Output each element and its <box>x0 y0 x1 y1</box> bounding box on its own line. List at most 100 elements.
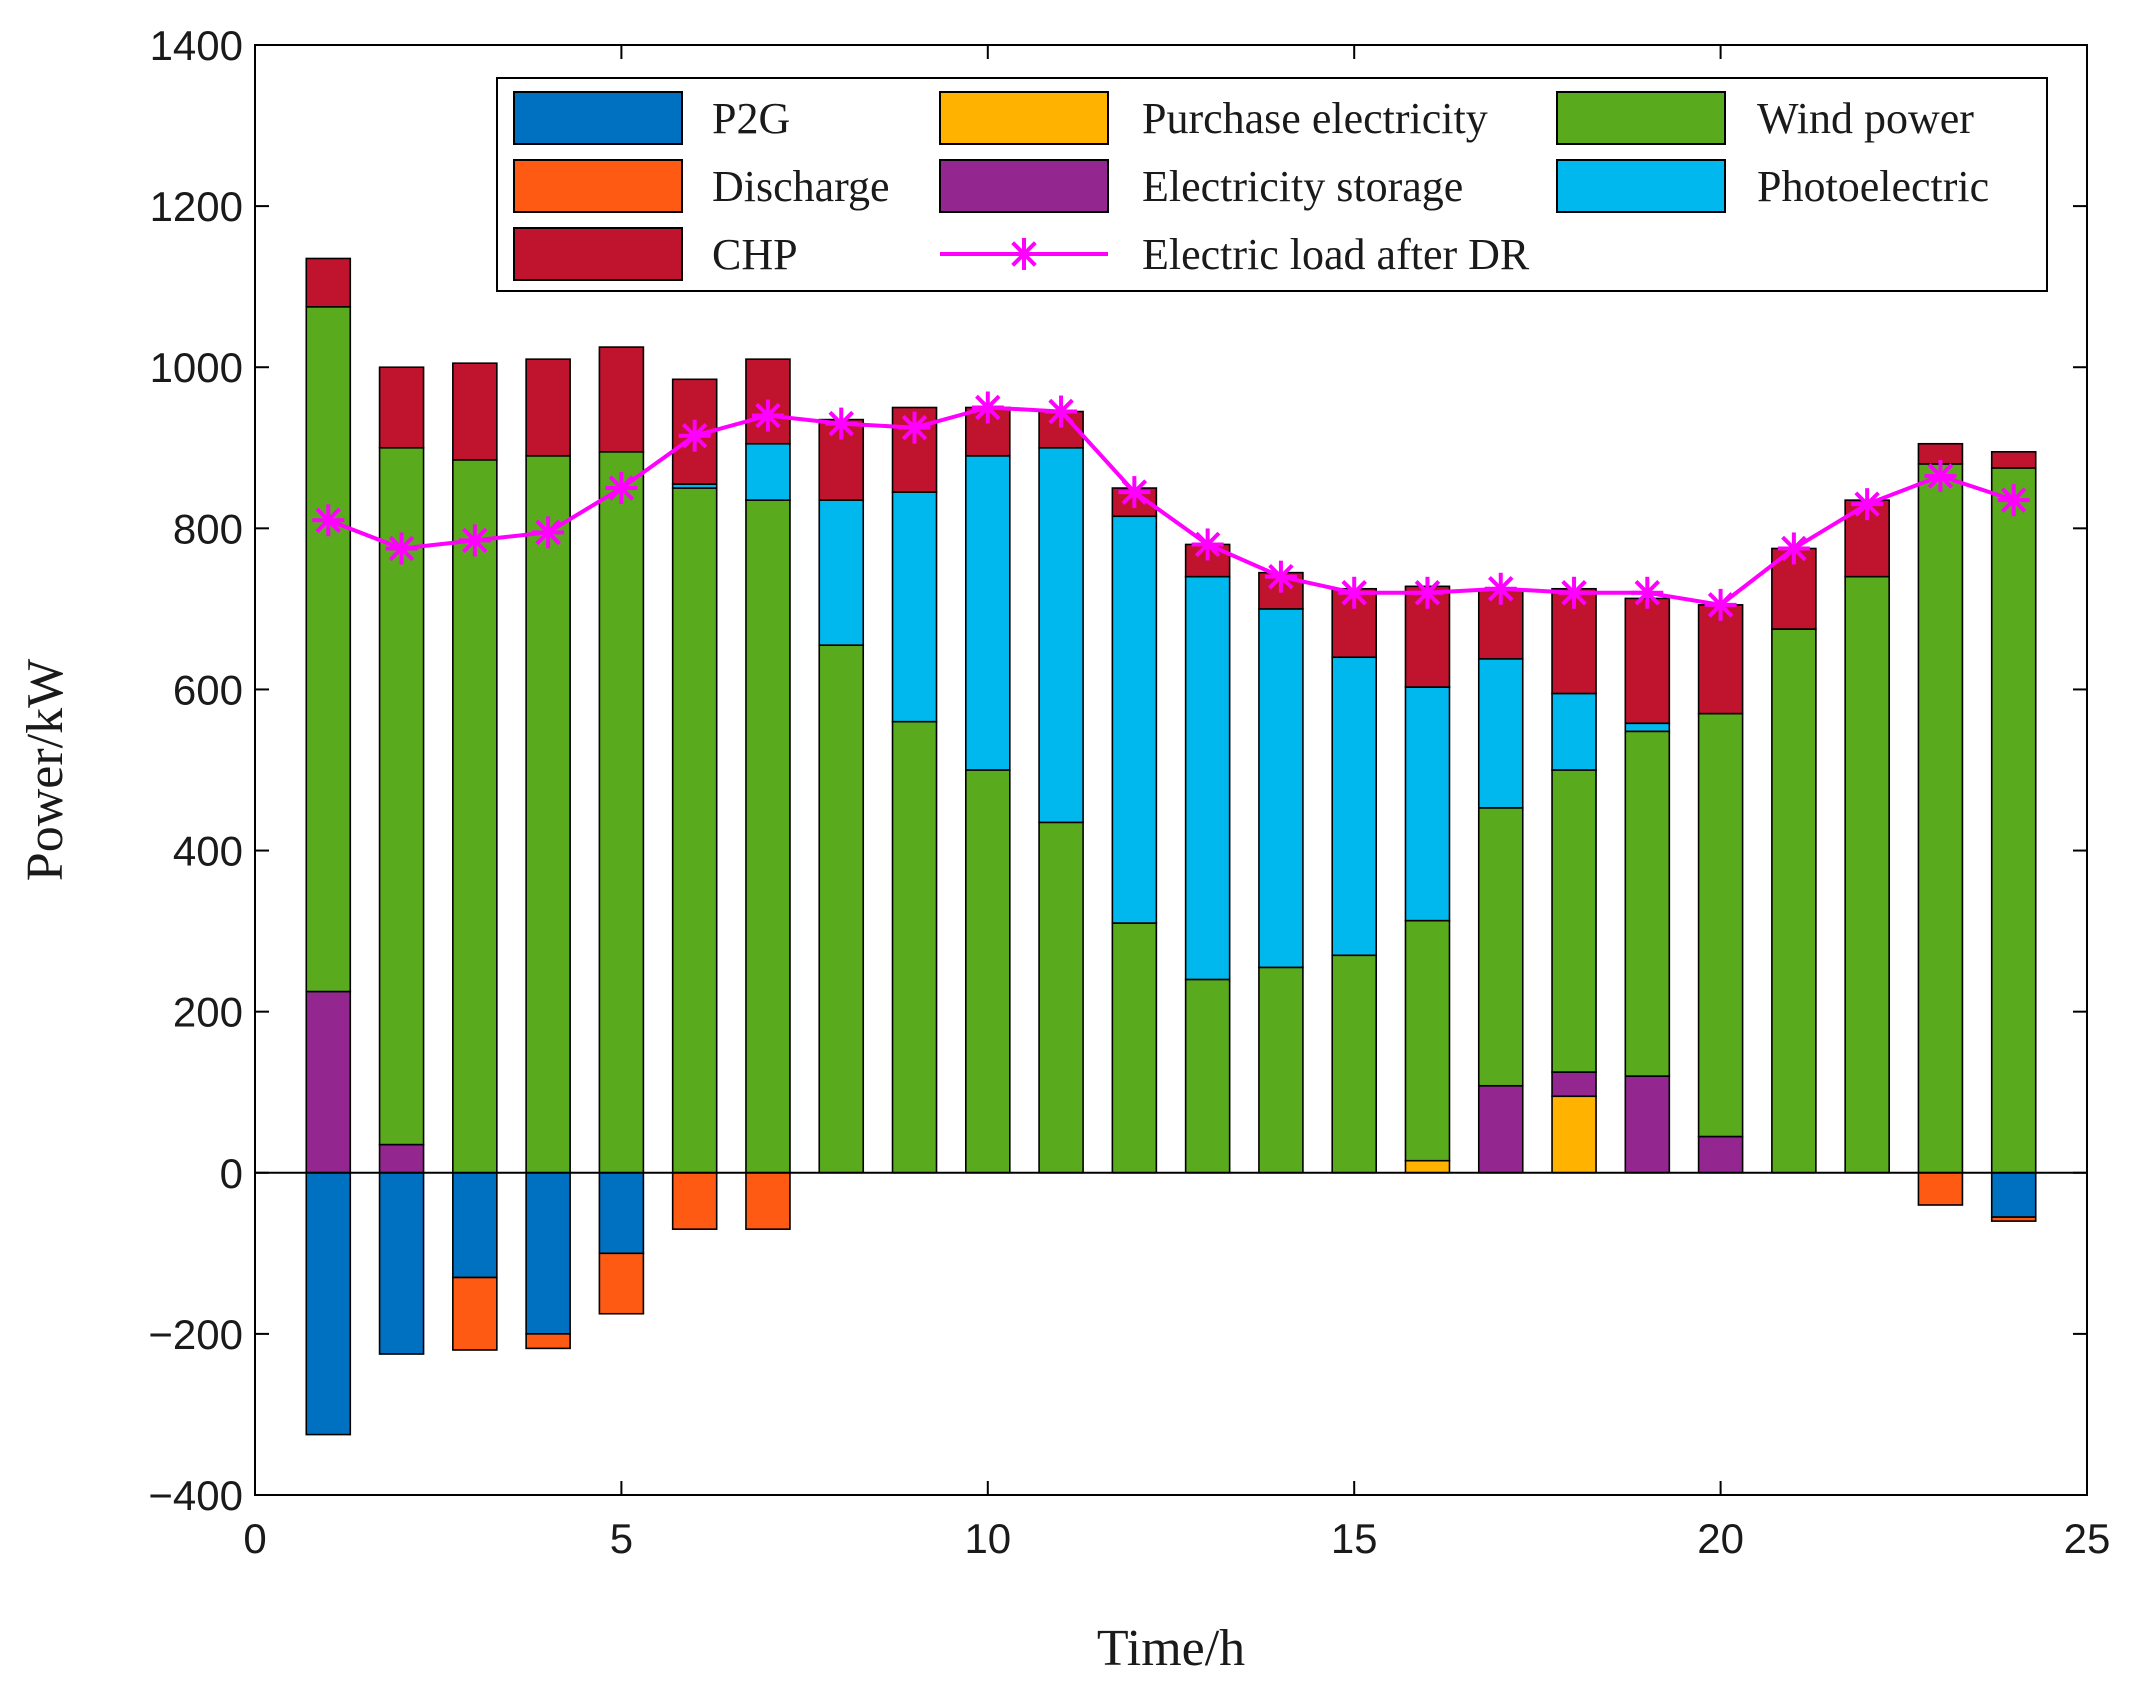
load-marker-h18 <box>1558 576 1591 609</box>
bar-photoelectric-h12 <box>1111 515 1158 924</box>
load-marker-h17 <box>1484 572 1517 605</box>
bar-wind-power-h8 <box>818 644 865 1174</box>
x-tick-label: 15 <box>1331 1515 1378 1562</box>
bar-wind-power-h22 <box>1844 575 1890 1174</box>
bar-chp-h1 <box>305 257 352 308</box>
bar-purchase-electricity-h16 <box>1404 1159 1451 1174</box>
bar-discharge-h4 <box>525 1333 571 1350</box>
bar-wind-power-h15 <box>1331 954 1377 1174</box>
legend-label-electric-load-after-dr: Electric load after DR <box>1142 230 1530 279</box>
bar-wind-power-h23 <box>1917 463 1964 1174</box>
bar-p2g-h1 <box>305 1171 352 1436</box>
bar-photoelectric-h11 <box>1038 446 1084 824</box>
y-tick-label: 1200 <box>150 183 243 230</box>
bar-wind-power-h12 <box>1111 922 1158 1174</box>
y-tick-label: 1400 <box>150 22 243 69</box>
bar-discharge-h23 <box>1917 1171 1964 1206</box>
load-marker-h22 <box>1851 488 1884 521</box>
bar-electricity-storage-h18 <box>1551 1071 1597 1098</box>
bar-chp-h3 <box>452 362 498 461</box>
load-marker-h23 <box>1924 459 1957 492</box>
bar-wind-power-h13 <box>1184 978 1231 1174</box>
y-tick-label: 600 <box>173 666 243 713</box>
load-marker-h21 <box>1777 532 1810 565</box>
bar-wind-power-h1 <box>305 306 352 993</box>
bar-discharge-h3 <box>452 1276 498 1351</box>
load-marker-h24 <box>1997 484 2030 517</box>
bar-wind-power-h16 <box>1404 919 1451 1162</box>
y-tick-label: 0 <box>220 1150 243 1197</box>
legend-label-p2g: P2G <box>712 94 790 143</box>
bar-wind-power-h21 <box>1771 628 1817 1174</box>
bar-wind-power-h19 <box>1624 730 1671 1077</box>
bar-wind-power-h11 <box>1038 821 1084 1174</box>
x-tick-label: 5 <box>610 1515 633 1562</box>
legend-swatch-discharge <box>513 159 683 213</box>
legend-label-discharge: Discharge <box>712 162 890 211</box>
bar-electricity-storage-h20 <box>1697 1135 1744 1174</box>
legend-swatch-photoelectric <box>1556 159 1726 213</box>
x-tick-label: 10 <box>964 1515 1011 1562</box>
bar-wind-power-h4 <box>525 455 571 1174</box>
bar-wind-power-h6 <box>671 487 718 1174</box>
bar-wind-power-h5 <box>598 451 645 1174</box>
load-marker-h8 <box>825 407 858 440</box>
load-marker-h3 <box>458 524 491 557</box>
load-line <box>327 405 2015 607</box>
load-marker-h9 <box>898 411 931 444</box>
bar-photoelectric-h17 <box>1477 658 1524 809</box>
bar-photoelectric-h13 <box>1184 575 1231 981</box>
bar-electricity-storage-h19 <box>1624 1075 1671 1174</box>
bar-electricity-storage-h2 <box>378 1143 425 1174</box>
bar-p2g-h3 <box>452 1171 498 1279</box>
load-marker-h11 <box>1045 395 1078 428</box>
x-tick-label: 20 <box>1697 1515 1744 1562</box>
load-marker-h12 <box>1118 476 1151 509</box>
bar-discharge-h6 <box>671 1171 718 1230</box>
bar-chp-h24 <box>1990 451 2037 469</box>
bar-photoelectric-h14 <box>1258 608 1304 969</box>
plot-frame <box>254 44 2088 1496</box>
load-marker-h4 <box>532 516 565 549</box>
bar-discharge-h5 <box>598 1252 645 1315</box>
bar-wind-power-h3 <box>452 459 498 1174</box>
legend-label-chp: CHP <box>712 230 798 279</box>
bar-chp-h2 <box>378 366 425 449</box>
legend-label-photoelectric: Photoelectric <box>1757 162 1989 211</box>
bar-p2g-h2 <box>378 1171 425 1355</box>
bar-electricity-storage-h1 <box>305 990 352 1174</box>
load-marker-h6 <box>678 419 711 452</box>
y-tick-label: 800 <box>173 505 243 552</box>
bar-photoelectric-h18 <box>1551 692 1597 771</box>
x-axis-title: Time/h <box>1097 1620 1245 1677</box>
load-marker-h13 <box>1191 528 1224 561</box>
y-tick-label: −200 <box>148 1311 243 1358</box>
y-axis-title: Power/kW <box>17 659 74 881</box>
x-tick-label: 25 <box>2064 1515 2111 1562</box>
load-marker-h16 <box>1411 576 1444 609</box>
bar-chp-h4 <box>525 358 571 457</box>
bar-wind-power-h24 <box>1990 467 2037 1174</box>
legend-marker-arm <box>1011 241 1037 267</box>
y-tick-label: 200 <box>173 989 243 1036</box>
bar-wind-power-h17 <box>1477 807 1524 1087</box>
legend-swatch-wind-power <box>1556 91 1726 145</box>
y-tick-label: 400 <box>173 828 243 875</box>
bar-p2g-h4 <box>525 1171 571 1335</box>
load-marker-h7 <box>751 399 784 432</box>
bar-photoelectric-h9 <box>891 491 938 723</box>
load-marker-h15 <box>1338 576 1371 609</box>
bar-chp-h19 <box>1624 597 1671 725</box>
load-marker-h14 <box>1264 560 1297 593</box>
bar-purchase-electricity-h18 <box>1551 1095 1597 1174</box>
x-tick-label: 0 <box>243 1515 266 1562</box>
legend-swatch-electricity-storage <box>939 159 1109 213</box>
bar-wind-power-h14 <box>1258 966 1304 1174</box>
bar-photoelectric-h7 <box>745 442 791 501</box>
bar-chp-h5 <box>598 346 645 453</box>
bar-chp-h20 <box>1697 604 1744 715</box>
bar-wind-power-h18 <box>1551 769 1597 1073</box>
bar-p2g-h24 <box>1990 1171 2037 1218</box>
